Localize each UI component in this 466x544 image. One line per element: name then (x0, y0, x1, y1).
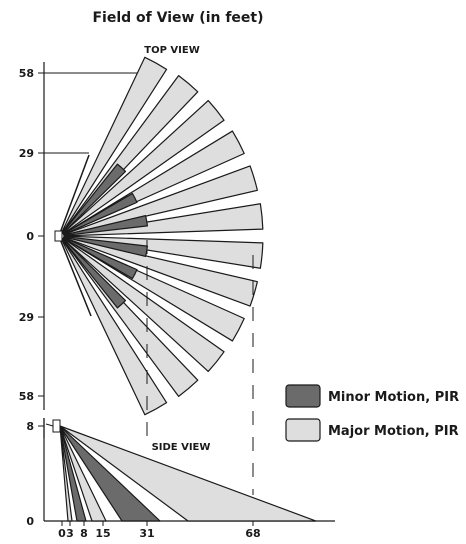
minor-motion-beam (67, 215, 149, 236)
top-tick-label: 29 (19, 147, 34, 160)
side-view-wedges (59, 425, 317, 522)
side-x-tick-label: 8 (80, 527, 88, 540)
minor-motion-beam (64, 163, 127, 231)
minor-motion-fans (64, 163, 149, 309)
major-motion-beam (61, 56, 168, 234)
side-major-wedge (59, 425, 107, 522)
legend-label-minor: Minor Motion, PIR (328, 390, 459, 405)
side-x-tick-label: 68 (245, 527, 260, 540)
side-x-tick-label: 3 (66, 527, 74, 540)
side-major-wedge (59, 425, 317, 522)
top-tick-label: 29 (19, 311, 34, 324)
top-tick-label: 0 (26, 230, 34, 243)
legend: Minor Motion, PIR Major Motion, PIR (285, 384, 459, 442)
side-x-tick-label: 15 (95, 527, 110, 540)
minor-motion-beam (66, 192, 138, 234)
major-motion-fans (61, 56, 264, 416)
major-motion-beam (62, 237, 225, 373)
legend-label-major: Major Motion, PIR (328, 424, 459, 439)
side-view: SIDE VIEW 8 0 0 3 8 15 31 68 (26, 418, 335, 540)
sensor-mount (45, 423, 54, 427)
boundary-line-upper (59, 154, 90, 234)
top-view: TOP VIEW 58 29 0 29 58 (19, 45, 264, 495)
minor-motion-beam (64, 241, 127, 309)
top-tick-label: 58 (19, 390, 34, 403)
legend-swatch-minor (285, 384, 321, 408)
side-x-tick-label: 0 (58, 527, 66, 540)
side-minor-wedge (59, 425, 161, 522)
side-view-label: SIDE VIEW (152, 442, 211, 453)
top-view-label: TOP VIEW (144, 45, 199, 56)
minor-motion-beam (66, 238, 138, 280)
legend-swatch-major (285, 418, 321, 442)
side-y-tick-label: 0 (26, 515, 34, 528)
sensor-icon (54, 230, 63, 242)
top-tick-label: 58 (19, 67, 34, 80)
sensor-icon-side (52, 419, 61, 433)
major-motion-beam (61, 238, 168, 416)
major-motion-beam (63, 165, 258, 236)
boundary-line-lower (59, 238, 92, 317)
side-minor-wedge (59, 425, 87, 522)
major-motion-beam (62, 99, 225, 235)
diagram-title: Field of View (in feet) (92, 10, 263, 26)
major-motion-beam (63, 236, 258, 307)
side-view-x-ticks: 0 3 8 15 31 68 (58, 521, 261, 540)
side-y-tick-label: 8 (26, 420, 34, 433)
side-x-tick-label: 31 (139, 527, 154, 540)
